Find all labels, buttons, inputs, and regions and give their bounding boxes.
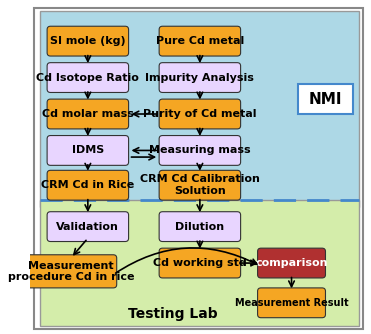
Text: Purity of Cd metal: Purity of Cd metal [143,109,257,119]
Text: Pure Cd metal: Pure Cd metal [156,36,244,46]
Text: Validation: Validation [56,222,119,231]
Text: CRM Cd Calibration
Solution: CRM Cd Calibration Solution [140,174,260,196]
FancyBboxPatch shape [47,63,129,93]
FancyBboxPatch shape [25,255,117,288]
Text: Cd working std: Cd working std [153,258,247,268]
Text: Cd molar mass: Cd molar mass [42,109,134,119]
FancyBboxPatch shape [47,99,129,129]
FancyBboxPatch shape [159,136,241,165]
FancyBboxPatch shape [47,170,129,200]
Text: comparison: comparison [255,258,328,268]
FancyBboxPatch shape [47,26,129,56]
FancyBboxPatch shape [47,136,129,165]
Text: CRM Cd in Rice: CRM Cd in Rice [41,180,134,190]
FancyBboxPatch shape [33,8,363,329]
FancyBboxPatch shape [159,248,241,278]
FancyBboxPatch shape [159,26,241,56]
Text: IDMS: IDMS [72,145,104,155]
Text: Impurity Analysis: Impurity Analysis [145,72,254,82]
FancyBboxPatch shape [40,200,359,326]
FancyBboxPatch shape [298,84,353,114]
Text: Measurement Result: Measurement Result [235,298,348,308]
FancyBboxPatch shape [40,11,359,207]
FancyBboxPatch shape [47,212,129,241]
Text: Measuring mass: Measuring mass [149,145,251,155]
Text: Dilution: Dilution [175,222,224,231]
FancyBboxPatch shape [159,63,241,93]
Text: Testing Lab: Testing Lab [128,307,217,321]
FancyBboxPatch shape [257,288,325,318]
FancyBboxPatch shape [159,212,241,241]
FancyBboxPatch shape [257,248,325,278]
Text: Measurement
procedure Cd in rice: Measurement procedure Cd in rice [8,261,134,282]
FancyBboxPatch shape [159,99,241,129]
Text: NMI: NMI [309,92,342,107]
FancyBboxPatch shape [159,170,241,200]
Text: SI mole (kg): SI mole (kg) [50,36,126,46]
Text: Cd Isotope Ratio: Cd Isotope Ratio [36,72,139,82]
